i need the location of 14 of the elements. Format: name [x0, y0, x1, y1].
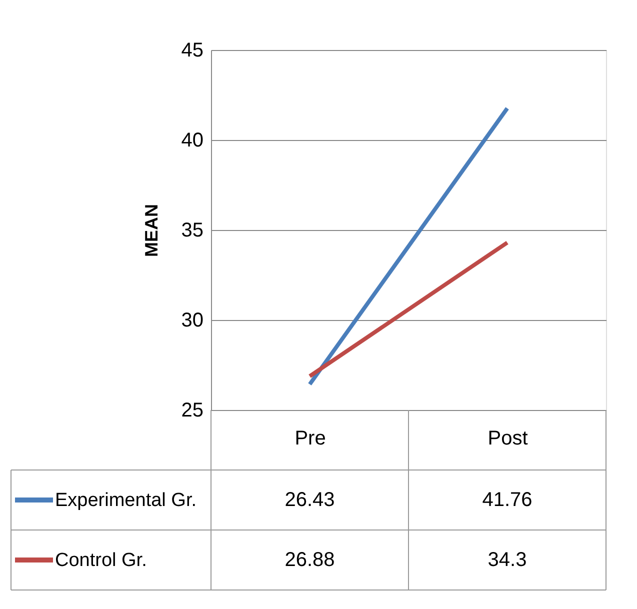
- x-tick-label: Pre: [294, 428, 326, 450]
- y-tick-label: 30: [181, 310, 204, 332]
- legend-label: Control Gr.: [55, 550, 147, 571]
- y-tick-label: 35: [181, 220, 204, 242]
- data-label: 26.43: [284, 489, 335, 511]
- y-tick-label: 45: [181, 40, 204, 62]
- legend-label: Experimental Gr.: [55, 490, 196, 511]
- data-label: 41.76: [482, 489, 532, 511]
- y-tick-label: 40: [181, 130, 204, 152]
- y-axis-title: MEAN: [141, 204, 162, 257]
- y-tick-label: 25: [181, 400, 204, 422]
- x-tick-label: Post: [488, 428, 528, 450]
- data-label: 26.88: [284, 549, 335, 571]
- data-label: 34.3: [488, 549, 527, 571]
